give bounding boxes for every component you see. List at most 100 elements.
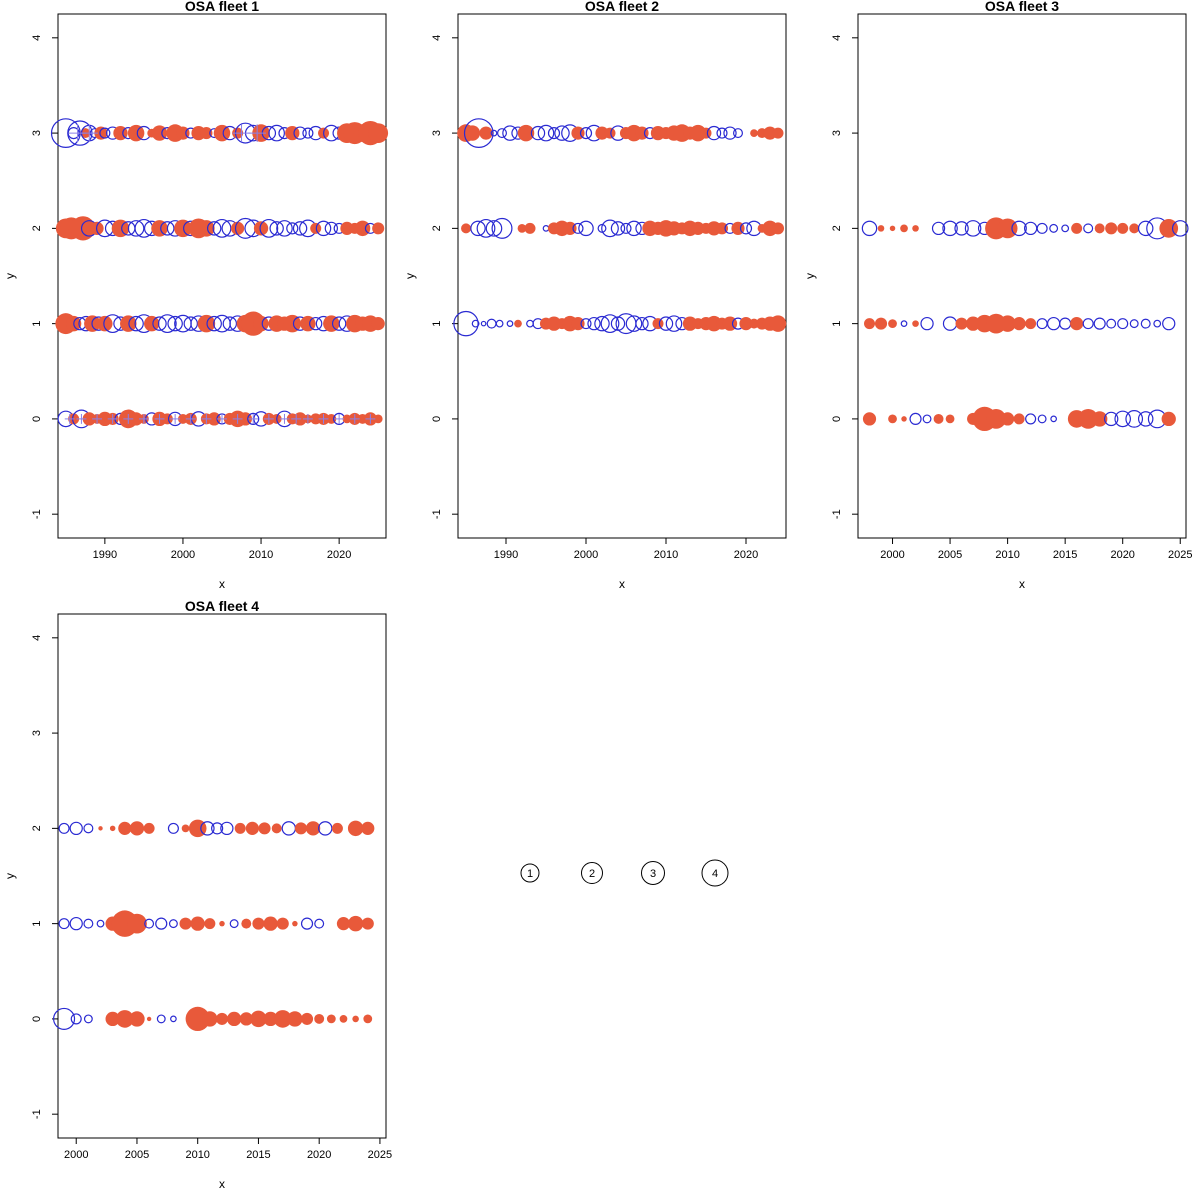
bubble-positive [271, 823, 282, 834]
bubble-negative [155, 917, 168, 930]
bubble-negative [900, 320, 908, 327]
bubble-negative [1117, 318, 1129, 330]
bubble-negative [1059, 317, 1072, 330]
panel-cell-fleet-3: 2000 2005 2010 2015 2020 2025 -1 0 1 2 3 4 OSA fleet… [800, 0, 1200, 600]
bubble-negative [324, 221, 338, 236]
bubble-positive [999, 315, 1016, 332]
chart-text: 4 [831, 35, 843, 41]
bubble-positive [339, 1015, 348, 1023]
chart-text: 3 [31, 730, 43, 736]
chart-text: OSA fleet 1 [185, 0, 259, 14]
bubble-positive [176, 126, 190, 140]
bubble-positive [361, 821, 375, 835]
bubble-positive [524, 222, 536, 234]
bubble-positive [763, 126, 777, 140]
bubble-negative [293, 126, 307, 140]
chart-text: 3 [31, 130, 43, 136]
bubble-negative [292, 221, 308, 236]
bubble-positive [179, 917, 192, 930]
bubble-negative [572, 222, 584, 234]
bubble-negative [286, 222, 299, 235]
bubble-positive [595, 126, 609, 140]
bubble-negative [597, 223, 607, 233]
bubble-negative [269, 221, 284, 236]
bubble-positive [514, 319, 522, 328]
bubble-positive [273, 1010, 292, 1028]
bubble-negative [601, 219, 619, 238]
chart-text: x [219, 1177, 225, 1191]
bubble-positive [945, 414, 955, 424]
chart-text: 2010 [249, 549, 273, 561]
bubble-positive [771, 222, 785, 235]
bubble-positive [336, 917, 351, 931]
bubble-positive [1094, 223, 1105, 234]
bubble-negative [167, 822, 179, 834]
bubble-negative [580, 318, 592, 330]
chart-text: y [403, 273, 417, 279]
legend-label: 3 [650, 868, 656, 880]
bubble-negative [70, 1013, 82, 1025]
bubble-negative [490, 129, 498, 137]
chart-text: 2020 [1110, 549, 1134, 561]
chart-text: 3 [831, 130, 843, 136]
bubble-positive [70, 216, 96, 241]
bubble-positive [1161, 411, 1176, 427]
osa-fleet-2-chart: 1990 2000 2010 2020 -1 0 1 2 3 4 OSA fleet 2 x y [403, 0, 787, 591]
bubble-negative [206, 315, 222, 332]
bubble-positive [563, 221, 577, 235]
bubble-positive [98, 826, 103, 831]
bubble-negative [733, 128, 744, 139]
bubble-negative [594, 315, 610, 332]
bubble-negative [220, 821, 234, 836]
chart-text: -1 [31, 509, 43, 519]
bubble-positive [287, 1011, 303, 1027]
chart-text: 2025 [368, 1149, 392, 1161]
bubble-positive [276, 917, 289, 930]
bubble-negative [909, 412, 922, 426]
bubble-positive [263, 1011, 278, 1027]
bubble-positive [340, 221, 354, 235]
bubble-size-legend: 1 2 3 4 [520, 859, 729, 887]
bubble-positive [749, 318, 759, 329]
bubble-negative [1061, 224, 1070, 233]
bubble-negative [314, 918, 325, 929]
bubble-positive [368, 123, 389, 143]
bubble-negative [83, 1014, 93, 1024]
bubble-negative [537, 124, 555, 142]
bubble-negative [1049, 223, 1059, 233]
bubble-positive [862, 412, 877, 426]
bubble-negative [247, 412, 260, 426]
bubble-negative [211, 822, 224, 835]
chart-text: 4 [31, 635, 43, 641]
bubble-negative [212, 218, 232, 238]
bubble-positive [874, 317, 888, 330]
bubble-negative [1171, 220, 1189, 237]
bubble-negative [183, 316, 198, 331]
bubble-positive [82, 412, 96, 426]
chart-text: x [219, 577, 225, 591]
bubble-negative [1093, 317, 1106, 330]
bubble-positive [1129, 223, 1140, 234]
chart-text: 2000 [64, 1149, 88, 1161]
legend-label: 2 [589, 868, 595, 880]
legend-label: 4 [712, 868, 718, 880]
bubble-negative [69, 916, 83, 931]
bubble-negative [1036, 318, 1048, 330]
bubble-negative [463, 118, 494, 148]
chart-text: -1 [831, 509, 843, 519]
chart-text: 0 [831, 416, 843, 422]
chart-text: 2000 [574, 549, 598, 561]
bubble-positive [997, 218, 1018, 239]
bubble-positive [571, 317, 585, 331]
chart-text: 1 [31, 321, 43, 327]
bubble-positive [245, 821, 259, 835]
chart-text: y [3, 273, 17, 279]
bubble-positive [143, 822, 155, 834]
bubble-positive [305, 821, 321, 836]
bubble-negative [920, 316, 934, 331]
bubble-positive [144, 315, 160, 332]
bubble-positive [118, 821, 132, 835]
osa-fleet-4-chart: 2000 2005 2010 2015 2020 2025 -1 0 1 2 3 4 OSA fleet… [3, 598, 392, 1191]
bubble-positive [185, 1006, 210, 1032]
bubble-positive [689, 124, 707, 142]
